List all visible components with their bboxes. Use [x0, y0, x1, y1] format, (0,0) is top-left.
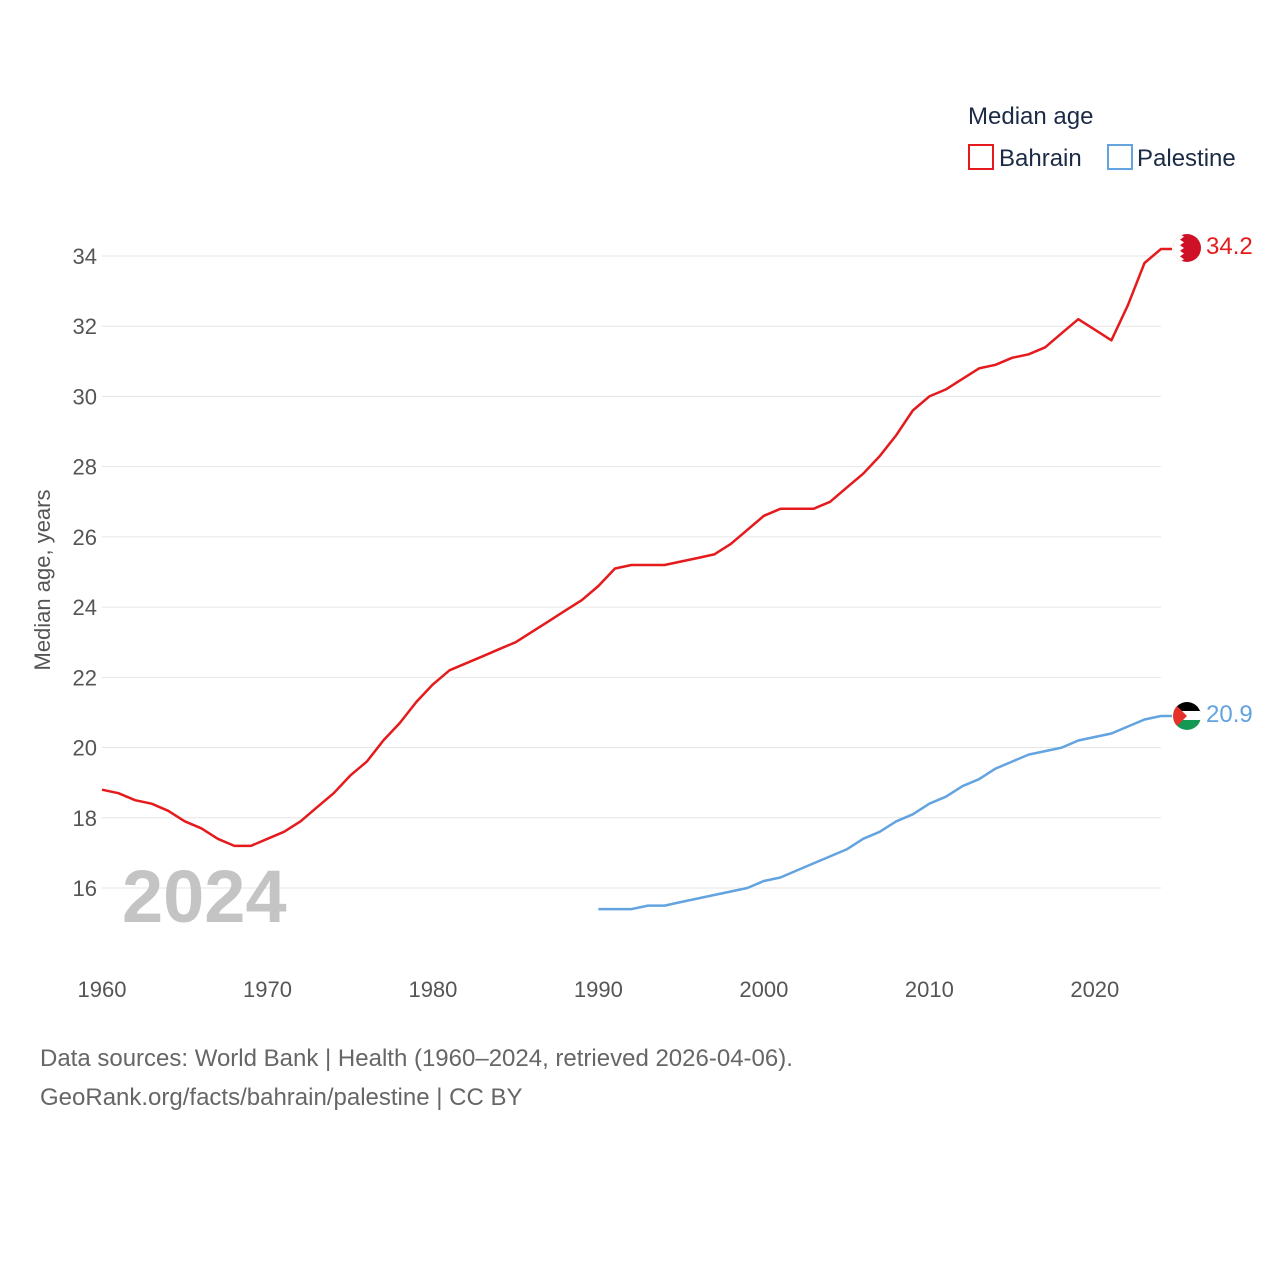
legend-label-bahrain: Bahrain: [999, 145, 1082, 172]
legend: Median age Bahrain Palestine: [968, 103, 1236, 172]
year-watermark: 2024: [122, 855, 287, 938]
y-tick-label: 28: [73, 455, 97, 480]
legend-swatch-bahrain: [968, 144, 994, 170]
x-tick-label: 1990: [574, 977, 623, 1002]
y-axis-ticks: 16 18 20 22 24 26 28 30 32 34: [73, 244, 97, 901]
y-tick-label: 20: [73, 736, 97, 761]
series-line-bahrain[interactable]: [101, 247, 1172, 848]
y-tick-label: 26: [73, 525, 97, 550]
y-tick-label: 22: [73, 665, 97, 690]
y-axis-label: Median age, years: [30, 490, 55, 671]
x-tick-label: 2000: [739, 977, 788, 1002]
end-label-bahrain: 34.2: [1206, 233, 1253, 260]
x-tick-label: 1980: [408, 977, 457, 1002]
legend-title: Median age: [968, 103, 1093, 130]
y-tick-label: 34: [73, 244, 97, 269]
series-lines: [101, 247, 1172, 911]
x-tick-label: 2010: [905, 977, 954, 1002]
series-line-palestine[interactable]: [598, 714, 1172, 911]
legend-label-palestine: Palestine: [1137, 145, 1236, 172]
source-link[interactable]: GeoRank.org/facts/bahrain/palestine | CC…: [40, 1084, 523, 1111]
x-tick-label: 1970: [243, 977, 292, 1002]
line-chart: 16 18 20 22 24 26 28 30 32 34 1960 1970 1980 1990 200…: [30, 103, 1253, 1002]
y-tick-label: 24: [73, 595, 97, 620]
x-tick-label: 1960: [78, 977, 127, 1002]
end-label-palestine: 20.9: [1206, 701, 1253, 728]
x-axis-ticks: 1960 1970 1980 1990 2000 2010 2020: [78, 977, 1120, 1002]
source-note: Data sources: World Bank | Health (1960–…: [40, 1045, 793, 1072]
bahrain-flag-icon: [1173, 234, 1201, 262]
y-tick-label: 30: [73, 384, 97, 409]
y-tick-label: 18: [73, 806, 97, 831]
palestine-flag-icon: [1173, 702, 1201, 730]
legend-item-bahrain[interactable]: Bahrain: [968, 144, 1082, 172]
gridlines: [102, 255, 1161, 889]
legend-item-palestine[interactable]: Palestine: [1107, 144, 1236, 172]
y-tick-label: 16: [73, 876, 97, 901]
y-tick-label: 32: [73, 314, 97, 339]
x-tick-label: 2020: [1070, 977, 1119, 1002]
legend-swatch-palestine: [1107, 144, 1133, 170]
